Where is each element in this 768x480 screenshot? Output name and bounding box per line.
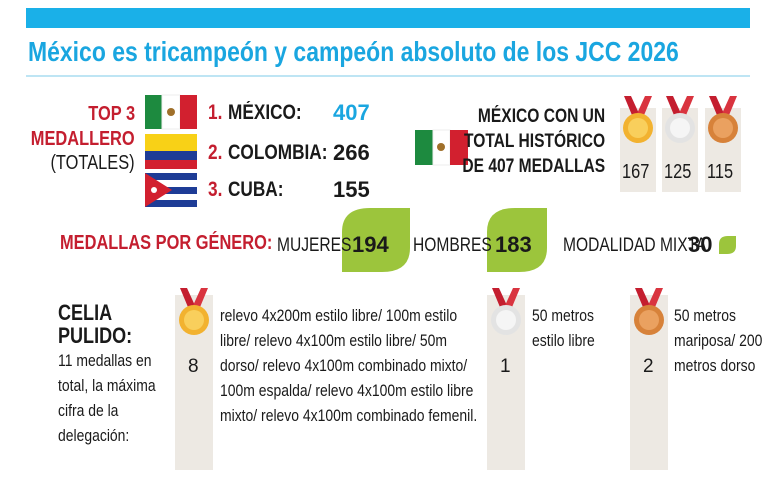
label: TOP 3 (88, 103, 135, 125)
medal-count: 167 (622, 161, 650, 183)
flag-cuba (145, 173, 197, 207)
events: 50 metros estilo libre (532, 306, 595, 350)
blob (342, 208, 410, 272)
medal-icon (623, 96, 653, 143)
gender-value: 183 (495, 232, 532, 257)
medal-count: 2 (643, 356, 654, 377)
total: 155 (333, 177, 370, 202)
medal-count: 115 (707, 161, 734, 183)
historic-text: MÉXICO CON UN (477, 106, 605, 127)
rank: 1. (208, 101, 223, 124)
athlete-name: CELIA (58, 300, 113, 325)
rank: 2. (208, 141, 223, 164)
country: COLOMBIA: (228, 141, 328, 164)
blob (487, 208, 547, 272)
gender-name: MODALIDAD MIXTA (563, 235, 707, 256)
historic-text: TOTAL HISTÓRICO (463, 131, 605, 152)
medal-icon (708, 96, 738, 143)
total: 266 (333, 140, 370, 165)
medal-icon (179, 288, 209, 335)
events: relevo 4x200m estilo libre/ 100m estilo … (220, 306, 478, 425)
flag-colombia (145, 134, 197, 169)
medal-icon (634, 288, 664, 335)
medal-count: 125 (664, 161, 692, 183)
country: CUBA: (228, 178, 284, 201)
gender-name: MUJERES (277, 235, 352, 256)
top-bar (26, 8, 750, 28)
country: MÉXICO: (228, 101, 302, 124)
medal-count: 1 (500, 356, 511, 377)
total: 407 (333, 100, 370, 125)
flag-mexico-2 (415, 129, 468, 166)
medal-count: 8 (188, 356, 199, 377)
title: México es tricampeón y campeón absoluto … (28, 36, 679, 67)
gender-name: HOMBRES (413, 235, 492, 256)
label: MEDALLERO (31, 128, 135, 150)
gender-value: 30 (688, 232, 713, 257)
athlete-name: PULIDO: (58, 323, 133, 348)
medal-icon (491, 288, 521, 335)
flag-mexico (145, 94, 197, 130)
rank: 3. (208, 178, 223, 201)
blob (719, 236, 736, 254)
gender-value: 194 (352, 232, 389, 257)
historic-text: DE 407 MEDALLAS (462, 156, 605, 177)
gender-label: MEDALLAS POR GÉNERO: (60, 232, 273, 254)
medal-icon (665, 96, 695, 143)
events: 50 metros mariposa/ 200 metros dorso (674, 306, 763, 375)
label: (TOTALES) (50, 152, 135, 174)
athlete-description: 11 medallas en total, la máxima cifra de… (58, 351, 156, 445)
